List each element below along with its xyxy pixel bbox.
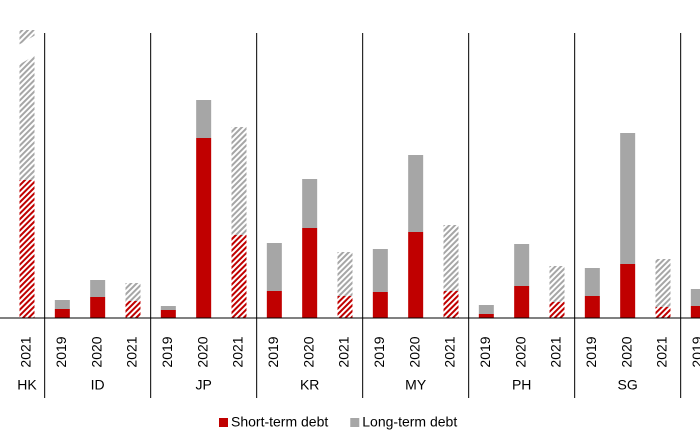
x-tick-label: 2021 xyxy=(336,336,352,367)
bar-segment xyxy=(20,0,35,180)
bar-segment xyxy=(302,179,317,228)
x-tick-label: 2020 xyxy=(194,336,210,367)
bar-segment xyxy=(444,291,459,318)
x-tick-label: 2019 xyxy=(583,336,599,367)
bar-segment xyxy=(691,306,700,318)
bar-segment xyxy=(196,100,211,138)
x-tick-label: 2020 xyxy=(300,336,316,367)
bar-segment xyxy=(656,307,671,318)
legend-label: Short-term debt xyxy=(231,414,328,430)
x-tick-label: 2021 xyxy=(442,336,458,367)
bar-segment xyxy=(691,289,700,306)
bar-segment xyxy=(161,310,176,318)
group-label: KR xyxy=(300,377,319,393)
x-tick-label: 2019 xyxy=(265,336,281,367)
bar-segment xyxy=(232,127,247,235)
bar-segment xyxy=(620,133,635,264)
x-tick-label: 2020 xyxy=(406,336,422,367)
legend-swatch xyxy=(219,418,228,427)
bar-segment xyxy=(373,292,388,318)
bar-segment xyxy=(267,243,282,291)
bar-segment xyxy=(479,305,494,314)
bar-segment xyxy=(514,244,529,286)
bar-segment xyxy=(90,280,105,297)
bar-segment xyxy=(55,309,70,318)
bar-segment xyxy=(408,232,423,318)
x-tick-label: 2019 xyxy=(371,336,387,367)
x-tick-label: 2021 xyxy=(18,336,34,367)
x-tick-label: 2019 xyxy=(159,336,175,367)
group-label: ID xyxy=(91,377,105,393)
bar-segment xyxy=(585,268,600,296)
bar-segment xyxy=(20,180,35,318)
bar-segment xyxy=(196,138,211,318)
bar-segment xyxy=(585,296,600,318)
bar-segment xyxy=(373,249,388,292)
x-tick-label: 2021 xyxy=(230,336,246,367)
group-label: PH xyxy=(512,377,531,393)
x-tick-label: 2020 xyxy=(512,336,528,367)
x-tick-label: 2020 xyxy=(618,336,634,367)
bar-segment xyxy=(338,296,353,318)
bar-segment xyxy=(232,235,247,318)
x-tick-label: 2019 xyxy=(53,336,69,367)
bar-segment xyxy=(514,286,529,318)
group-label: SG xyxy=(618,377,638,393)
x-tick-label: 2021 xyxy=(654,336,670,367)
x-tick-label: 2020 xyxy=(88,336,104,367)
bar-segment xyxy=(126,301,141,318)
bar-segment xyxy=(161,306,176,310)
plot-area xyxy=(20,0,700,318)
bar-segment xyxy=(267,291,282,318)
x-tick-label: 2019 xyxy=(477,336,493,367)
bar-segment xyxy=(444,225,459,291)
x-tick-label: 2019 xyxy=(689,336,700,367)
bar-segment xyxy=(656,259,671,307)
bar-segment xyxy=(620,264,635,318)
bar-segment xyxy=(408,155,423,232)
bar-segment xyxy=(302,228,317,318)
bar-segment xyxy=(479,314,494,318)
bar-segment xyxy=(338,252,353,296)
bar-segment xyxy=(550,302,565,318)
bar-segment xyxy=(55,300,70,309)
bar-segment xyxy=(126,283,141,301)
group-label: JP xyxy=(195,377,211,393)
group-label: MY xyxy=(405,377,427,393)
legend-swatch xyxy=(350,418,359,427)
bar-segment xyxy=(90,297,105,318)
bar-segment xyxy=(550,266,565,302)
legend-label: Long-term debt xyxy=(362,414,457,430)
x-tick-label: 2021 xyxy=(548,336,564,367)
group-label: HK xyxy=(17,377,37,393)
legend: Short-term debt Long-term debt xyxy=(219,414,457,430)
x-tick-label: 2021 xyxy=(124,336,140,367)
